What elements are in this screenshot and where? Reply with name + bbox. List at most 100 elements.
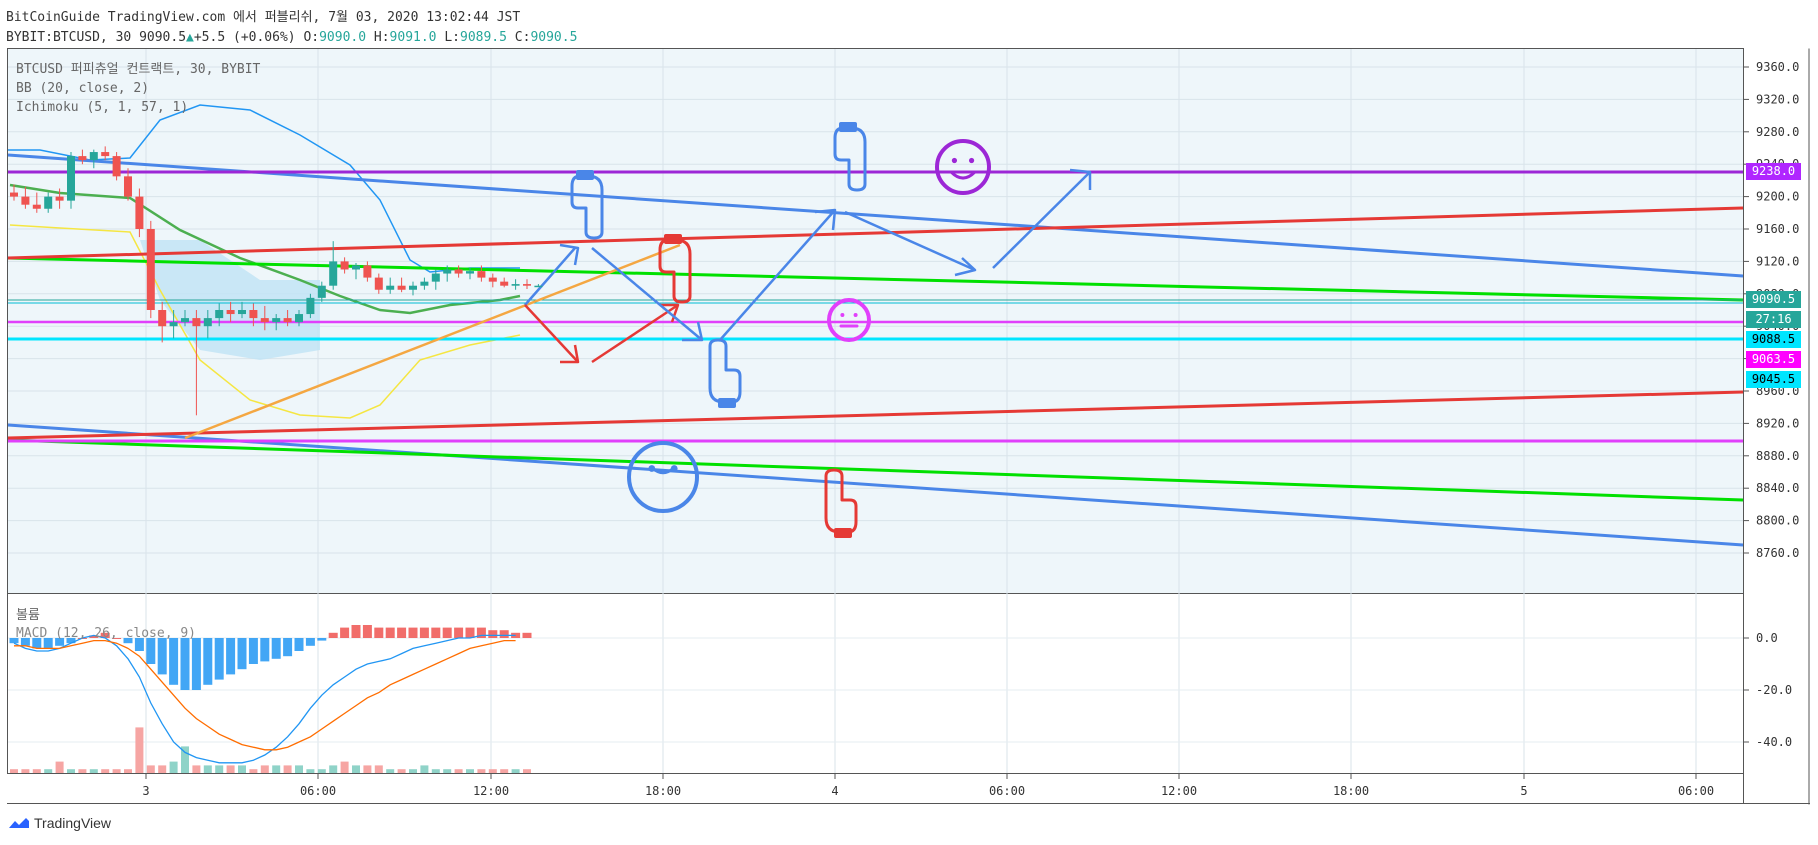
bb-legend[interactable]: BB (20, close, 2) <box>16 81 150 96</box>
candle-body <box>32 204 41 209</box>
candle-body <box>181 318 189 323</box>
time-tick-label: 06:00 <box>300 784 336 798</box>
candle-body <box>511 284 520 286</box>
volume-bar <box>146 765 155 773</box>
macd-hist-bar <box>260 638 270 662</box>
volume-bar <box>374 765 383 773</box>
red-trendline-upper <box>7 206 1744 260</box>
ichimoku-legend[interactable]: Ichimoku (5, 1, 57, 1) <box>16 100 189 115</box>
worried-face-icon-outline <box>627 441 699 513</box>
candle-body <box>443 269 452 274</box>
candle-body <box>477 271 486 278</box>
macd-hist-bar <box>66 638 76 644</box>
price-tick-label: 9200.0 <box>1756 190 1799 204</box>
macd-hist-bar <box>271 638 281 659</box>
pointing-down-red-hand-icon-cuff <box>664 234 682 244</box>
volume-bar <box>135 727 144 773</box>
volume-bar <box>340 761 349 773</box>
candle-body <box>249 310 258 319</box>
neutral-face-icon <box>827 298 871 342</box>
candle-body <box>44 196 53 209</box>
macd-hist-bar <box>146 638 156 664</box>
candle-body <box>500 281 509 286</box>
price-badge: 9045.5 <box>1746 371 1801 388</box>
volume-bar <box>78 769 87 773</box>
time-tick-label: 06:00 <box>1678 784 1714 798</box>
blue-arrow-5-head <box>1069 168 1092 190</box>
volume-bar <box>306 769 315 773</box>
candle-body <box>397 285 406 290</box>
macd-hist-bar <box>32 638 42 649</box>
candle-body <box>238 310 246 315</box>
price-tick-label: 9320.0 <box>1756 92 1799 106</box>
blue-arrow-4-head <box>954 257 977 277</box>
volume-bar <box>477 769 486 773</box>
price-tick-label: 8880.0 <box>1756 449 1799 463</box>
red-arrow-up <box>591 303 679 364</box>
green-trendline-lower <box>7 438 1744 502</box>
grid-lines <box>8 49 1743 773</box>
worried-face-icon <box>627 441 699 513</box>
macd-hist-bar <box>9 638 19 644</box>
pointing-down-hand-icon-cuff <box>576 170 594 180</box>
low-label: L: <box>444 30 460 45</box>
time-tick-label: 5 <box>1520 784 1527 798</box>
volume-bar <box>295 765 303 773</box>
macd-line <box>13 634 516 764</box>
macd-hist-bar <box>340 627 350 638</box>
volume-bar <box>158 765 167 773</box>
time-tick-label: 4 <box>831 784 838 798</box>
volume-bar <box>523 769 531 773</box>
price-badge: 9090.5 <box>1746 291 1801 308</box>
price-badge: 9088.5 <box>1746 331 1801 348</box>
macd-legend[interactable]: MACD (12, 26, close, 9) <box>16 626 197 641</box>
happy-face-icon <box>935 139 991 195</box>
price-axis: 9360.09320.09280.09240.09200.09160.09120… <box>1743 60 1799 560</box>
volume-bar <box>192 765 201 773</box>
macd-axis: 0.0 -20.0 -40.0 <box>1743 631 1792 749</box>
candle-body <box>10 192 18 197</box>
pointing-down-red-hand-icon <box>658 234 692 304</box>
happy-face-icon-outline <box>935 139 991 195</box>
candle-body <box>158 310 167 327</box>
volume-bar <box>488 769 497 773</box>
macd-hist-bar <box>214 638 224 680</box>
volume-bar <box>329 765 338 773</box>
macd-hist-bar <box>248 638 258 664</box>
neutral-face-icon-eye <box>853 313 858 317</box>
high-label: H: <box>373 30 390 45</box>
publish-line: BitCoinGuide TradingView.com 에서 퍼블리쉬, 7월… <box>6 10 521 25</box>
macd-hist-bar <box>191 638 201 690</box>
candle-body <box>226 310 235 315</box>
candle-body <box>340 261 349 270</box>
blue-arrow-2-head <box>682 321 704 342</box>
pointing-up-hand-icon <box>708 338 742 408</box>
price-tick-label: 8800.0 <box>1756 514 1799 528</box>
symbol-legend[interactable]: BTCUSD 퍼피츄얼 컨트랙트, 30, BYBIT <box>16 62 261 77</box>
volume-bar <box>67 769 75 773</box>
red-arrow-down <box>524 304 579 363</box>
candle-body <box>146 229 155 310</box>
macd-tick-label: -20.0 <box>1756 683 1792 697</box>
candle-body <box>112 156 121 177</box>
candle-body <box>215 310 224 319</box>
brand-label: TradingView <box>34 815 112 831</box>
volume-bar <box>169 761 178 773</box>
tradingview-brand[interactable]: TradingView <box>8 815 111 831</box>
open-label: O: <box>303 30 320 45</box>
volume-bar <box>55 761 64 773</box>
indicator-legend: BTCUSD 퍼피츄얼 컨트랙트, 30, BYBIT BB (20, clos… <box>16 60 260 117</box>
blue-arrow-1-head <box>559 243 580 266</box>
tradingview-logo-icon <box>9 818 29 828</box>
pointing-down-hand-icon <box>570 170 604 240</box>
macd-hist-bar <box>408 627 418 638</box>
volume-bar <box>317 769 326 773</box>
candle-body <box>488 277 497 282</box>
volume-legend[interactable]: 볼륨 <box>16 608 40 623</box>
blue-trendline-lower <box>7 423 1744 547</box>
time-tick-label: 18:00 <box>1333 784 1369 798</box>
volume-bar <box>112 769 121 773</box>
orange-trendline <box>184 243 681 440</box>
volume-bar <box>226 765 235 773</box>
